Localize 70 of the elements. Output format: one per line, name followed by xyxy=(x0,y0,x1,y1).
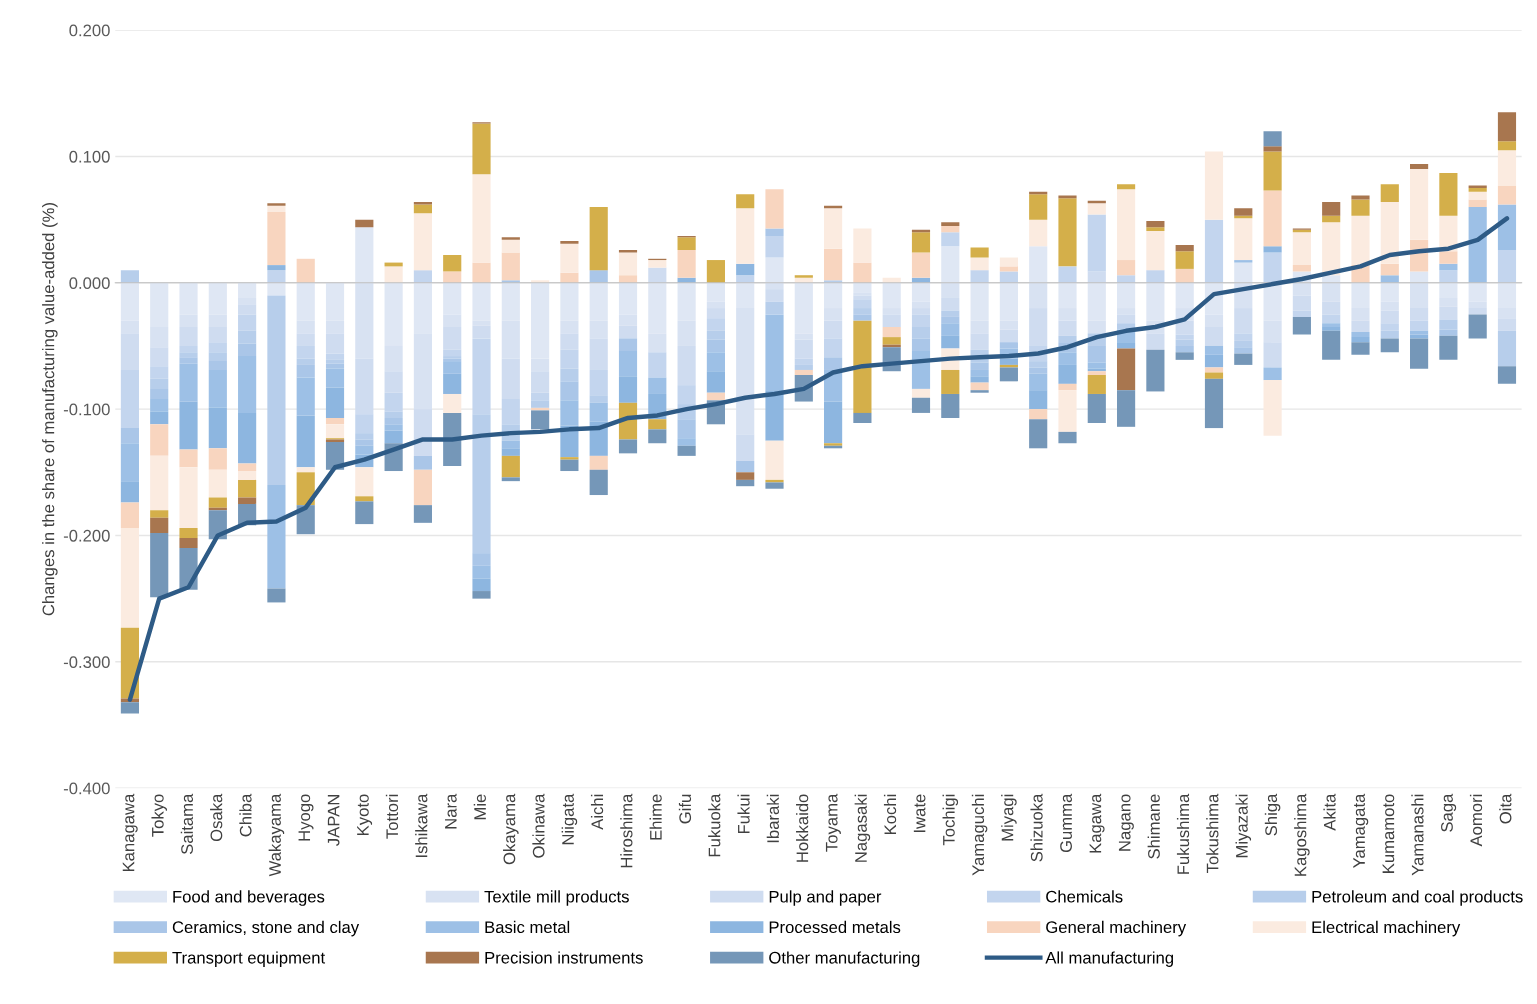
x-tick-label: Hiroshima xyxy=(620,793,633,868)
y-axis-title: Changes in the share of manufacturing value-added (%) xyxy=(42,203,58,616)
x-tick-label: Yamaguchi xyxy=(971,794,988,876)
x-tick-label: Chiba xyxy=(239,793,252,837)
legend-label: Precision instruments xyxy=(485,951,643,964)
x-tick-label: Ibaraki xyxy=(766,794,779,843)
legend-label: Basic metal xyxy=(485,920,570,934)
x-tick-label: Kagoshima xyxy=(1294,793,1310,876)
x-tick-label: Ishikawa xyxy=(415,793,428,857)
x-tick-label: Aichi xyxy=(590,794,604,830)
legend-label: Transport equipment xyxy=(172,951,326,967)
x-tick-label: Tokushima xyxy=(1206,793,1219,873)
x-tick-label: Shimane xyxy=(1147,794,1160,859)
x-tick-label: Tokyo xyxy=(151,794,167,837)
x-tick-label: Osaka xyxy=(210,793,223,842)
x-tick-label: Akita xyxy=(1323,793,1336,831)
x-tick-label: Tochigi xyxy=(942,794,959,846)
legend-label: All manufacturing xyxy=(1045,951,1174,967)
x-tick-label: Yamanashi xyxy=(1411,794,1424,876)
x-tick-label: Oita xyxy=(1499,793,1512,824)
legend-label: Other manufacturing xyxy=(769,951,920,967)
x-tick-label: Miyagi xyxy=(1001,794,1017,841)
x-tick-label: Ehime xyxy=(649,794,662,840)
x-tick-label: Yamagata xyxy=(1353,793,1369,869)
x-tick-label: Shiga xyxy=(1264,793,1281,836)
x-tick-label: Okinawa xyxy=(532,793,545,858)
x-tick-label: Gifu xyxy=(678,794,692,824)
x-tick-label: Saga xyxy=(1441,793,1457,832)
x-tick-label: Kyoto xyxy=(357,794,373,835)
y-tick-label: -0.100 xyxy=(63,403,110,416)
x-tick-label: Nagasaki xyxy=(854,794,871,862)
x-tick-label: Miyazaki xyxy=(1235,794,1252,858)
x-tick-label: Mie xyxy=(473,794,486,820)
x-tick-label: Toyama xyxy=(825,793,841,852)
legend-label: Petroleum and coal products xyxy=(1312,890,1523,906)
legend-label: Textile mill products xyxy=(484,890,629,906)
x-tick-label: Niigata xyxy=(561,793,578,845)
legend-label: Electrical machinery xyxy=(1312,920,1461,937)
x-tick-label: Kagawa xyxy=(1089,793,1105,853)
x-tick-label: Nagano xyxy=(1118,794,1134,851)
x-tick-label: Fukuoka xyxy=(708,793,721,857)
legend-label: Food and beverages xyxy=(173,890,325,906)
x-tick-label: Kumamoto xyxy=(1382,794,1395,873)
y-tick-label: -0.400 xyxy=(63,782,110,795)
x-tick-label: Wakayama xyxy=(268,793,285,877)
y-tick-label: -0.300 xyxy=(63,656,110,669)
legend-label: Processed metals xyxy=(769,920,901,934)
x-tick-label: Nara xyxy=(445,793,457,829)
x-tick-label: Kanagawa xyxy=(122,793,138,872)
x-tick-label: Tottori xyxy=(385,794,399,839)
x-tick-label: Okayama xyxy=(503,793,519,865)
legend-label: Chemicals xyxy=(1046,890,1123,903)
y-tick-label: 0.100 xyxy=(69,150,110,163)
x-tick-label: Hyogo xyxy=(298,794,314,841)
x-tick-label: Gumma xyxy=(1060,793,1072,853)
legend-label: General machinery xyxy=(1046,920,1187,937)
y-tick-label: -0.200 xyxy=(63,529,110,542)
x-tick-label: Shizuoka xyxy=(1030,793,1043,862)
x-tick-label: Saitama xyxy=(180,793,193,855)
x-tick-label: JAPAN xyxy=(327,795,340,846)
x-tick-label: Iwate xyxy=(913,794,926,832)
x-tick-label: Aomori xyxy=(1469,794,1483,847)
x-tick-label: Fukui xyxy=(737,794,750,834)
x-tick-label: Hokkaido xyxy=(796,794,809,862)
legend-label: Pulp and paper xyxy=(769,890,882,906)
y-tick-label: 0.200 xyxy=(69,24,110,37)
x-tick-label: Fukushima xyxy=(1176,793,1190,874)
x-tick-label: Kochi xyxy=(883,794,897,835)
legend-label: Ceramics, stone and clay xyxy=(172,920,360,937)
y-tick-label: 0.000 xyxy=(69,277,110,289)
